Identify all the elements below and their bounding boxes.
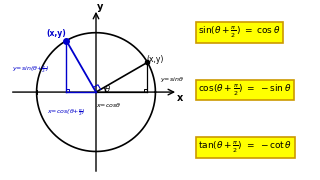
Bar [66, 89, 69, 92]
Text: $\sin(\theta+\frac{\pi}{2})\ =\ \cos\theta$: $\sin(\theta+\frac{\pi}{2})\ =\ \cos\the… [198, 25, 281, 40]
Text: (x,y): (x,y) [46, 29, 66, 38]
Text: y=sin$\theta$: y=sin$\theta$ [160, 75, 184, 84]
Text: x=cos$\theta$: x=cos$\theta$ [96, 101, 122, 109]
Text: (x,y): (x,y) [146, 55, 163, 64]
Text: $\tan(\theta+\frac{\pi}{2})\ =\ -\cot\theta$: $\tan(\theta+\frac{\pi}{2})\ =\ -\cot\th… [198, 140, 292, 155]
Text: x=cos($\theta$+$\frac{\pi}{2}$): x=cos($\theta$+$\frac{\pi}{2}$) [47, 107, 85, 118]
Bar [144, 89, 148, 92]
Text: y: y [96, 2, 103, 12]
Text: x: x [177, 93, 183, 103]
Text: $\cos(\theta+\frac{\pi}{2})\ =\ -\sin\theta$: $\cos(\theta+\frac{\pi}{2})\ =\ -\sin\th… [198, 82, 292, 98]
Text: y=sin($\theta$+$\frac{\pi}{2}$): y=sin($\theta$+$\frac{\pi}{2}$) [12, 64, 49, 75]
Text: $\theta$: $\theta$ [104, 83, 111, 94]
